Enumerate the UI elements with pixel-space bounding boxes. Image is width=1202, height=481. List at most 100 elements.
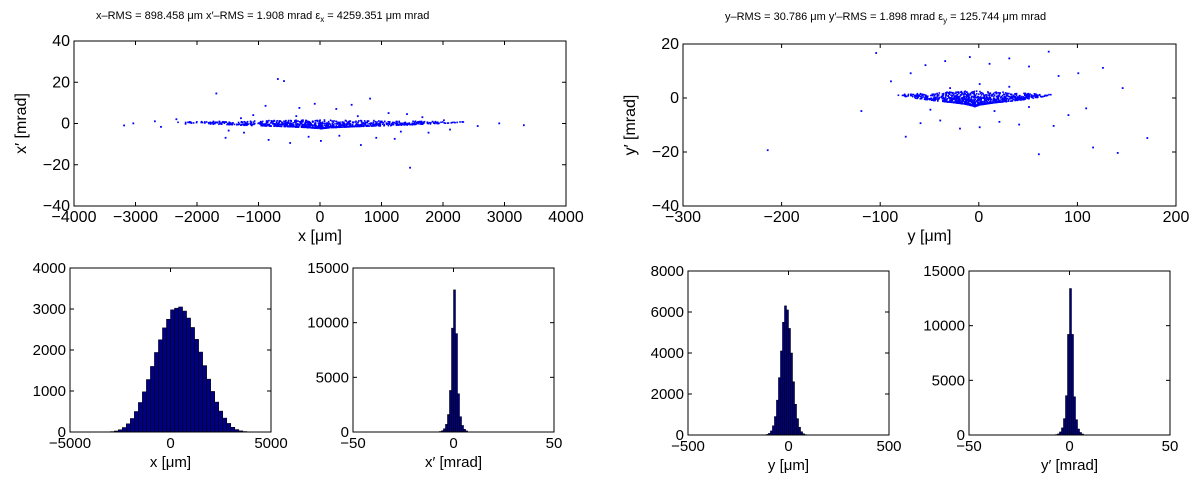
x-phase-space-core-point xyxy=(259,120,262,123)
y-phase-space-core-point xyxy=(973,102,975,105)
y-phase-space-core-point xyxy=(1010,97,1013,100)
x-histogram-bar xyxy=(138,402,143,433)
x-phase-space-core-point xyxy=(261,122,263,125)
x-phase-space-core-point xyxy=(372,124,375,126)
y-phase-space-core-point xyxy=(949,100,952,103)
y-phase-space-core-point xyxy=(951,95,953,98)
y-phase-space-core-point xyxy=(988,94,990,96)
y-phase-space-core-band xyxy=(897,90,1052,108)
y-phase-space-core-point xyxy=(1011,99,1014,102)
x-phase-space-core-point xyxy=(411,123,413,126)
x-histogram-bar xyxy=(186,317,191,433)
x-phase-space-point xyxy=(313,102,316,105)
y-histogram-xlabel: y [μm] xyxy=(768,457,809,474)
x-phase-space-core-point xyxy=(290,122,293,125)
y-phase-space-core-point xyxy=(925,96,927,99)
y-phase-space-ytick-label: −40 xyxy=(652,198,679,215)
y-phase-space-core-point xyxy=(987,97,990,99)
x-phase-space-core-point xyxy=(223,122,226,125)
x-phase-space-core-point xyxy=(349,120,351,122)
y-phase-space-xtick-label: 0 xyxy=(974,209,983,226)
y-phase-space-core-point xyxy=(1050,93,1052,96)
y-phase-space-core-point xyxy=(1032,97,1035,99)
x-histogram-bar xyxy=(226,423,232,433)
y-phase-space-core-point xyxy=(1016,96,1019,98)
y-phase-space-ylabel: y′ [mrad] xyxy=(622,95,639,156)
x-phase-space-core-point xyxy=(318,126,321,128)
y-phase-space-core-point xyxy=(991,95,993,97)
x-histogram-ytick-label: 3000 xyxy=(33,301,66,318)
x-phase-space-core-point xyxy=(225,121,227,123)
y-phase-space-core-point xyxy=(967,101,970,104)
y-phase-space-core-point xyxy=(978,96,981,99)
y-phase-space-core-point xyxy=(969,92,972,95)
y-phase-space-point xyxy=(1121,87,1124,89)
y-phase-space-core-point xyxy=(960,101,963,104)
y-phase-space-core-point xyxy=(930,97,932,100)
x-phase-space-core-point xyxy=(370,122,373,125)
x-phase-space-ytick-label: 0 xyxy=(61,116,70,133)
y-title-tail: = 125.744 μm mrad xyxy=(947,11,1047,23)
y-phase-space-xlabel: y [μm] xyxy=(908,228,952,245)
y-phase-space-core-point xyxy=(984,103,987,105)
y-phase-space-core-point xyxy=(1015,98,1017,101)
y-phase-space-core-point xyxy=(949,99,952,102)
x-phase-space-point xyxy=(267,138,270,141)
x-phase-space-core-point xyxy=(354,125,357,128)
x-phase-space-core-point xyxy=(319,123,322,125)
y-phase-space-core-point xyxy=(992,100,994,103)
y-phase-space-core-point xyxy=(965,97,967,100)
x-phase-space-core-point xyxy=(358,120,360,122)
x-phase-space-core-point xyxy=(332,123,334,126)
x-phase-space-core-point xyxy=(244,122,247,125)
x-phase-space-core-point xyxy=(305,124,307,127)
y-phase-space-core-point xyxy=(926,98,929,101)
x-phase-space-core-point xyxy=(324,122,326,125)
y-phase-space-core-point xyxy=(915,97,917,99)
y-phase-space-core-point xyxy=(1027,92,1030,95)
x-phase-space-core-point xyxy=(392,122,394,124)
x-phase-space-core-point xyxy=(423,120,426,123)
x-phase-space-point xyxy=(227,129,230,132)
y-phase-space-core-point xyxy=(975,92,978,95)
y-phase-space-core-point xyxy=(998,92,1001,94)
y-phase-space-core-point xyxy=(980,91,983,94)
y-phase-space-point xyxy=(929,108,932,111)
y-plot-title: y–RMS = 30.786 μm y′–RMS = 1.898 mrad εy… xyxy=(725,11,1046,25)
y-phase-space-core-point xyxy=(988,101,991,104)
x-phase-space-core-point xyxy=(329,123,331,126)
x-phase-space-core-point xyxy=(369,124,372,126)
y-phase-space-ytick-label: 0 xyxy=(670,90,679,107)
x-phase-space-core-point xyxy=(404,121,407,124)
x-phase-space-ytick-label: −40 xyxy=(43,198,70,215)
y-phase-space-core-point xyxy=(996,101,999,104)
y-phase-space-core-point xyxy=(913,95,916,97)
y-phase-space-core-point xyxy=(974,102,976,105)
y-phase-space-core-point xyxy=(1001,94,1004,97)
x-phase-space-core-point xyxy=(253,123,255,125)
y-phase-space-point xyxy=(766,149,769,152)
x-histogram-bar xyxy=(150,366,155,433)
x-phase-space-point xyxy=(175,118,178,121)
y-phase-space-core-point xyxy=(989,92,992,94)
y-phase-space-core-point xyxy=(914,96,916,99)
y-phase-space-core-point xyxy=(969,93,972,96)
x-phase-space-xtick-label: −3000 xyxy=(113,209,158,226)
x-phase-space-ylabel: x′ [mrad] xyxy=(13,93,30,154)
x-phase-space-core-point xyxy=(235,123,238,126)
x-phase-space-core-point xyxy=(321,122,324,125)
y-phase-space-core-point xyxy=(995,91,997,93)
x-phase-space-core-point xyxy=(413,123,415,125)
x-phase-space-core-point xyxy=(368,125,371,127)
y-histogram-xtick-label: 500 xyxy=(876,438,901,455)
x-phase-space-core-point xyxy=(419,123,421,125)
y-phase-space-core-point xyxy=(992,92,995,95)
y-phase-space-point xyxy=(1028,65,1030,68)
x-phase-space-core-point xyxy=(346,121,349,124)
y-phase-space-core-point xyxy=(919,98,922,100)
x-phase-space-core-point xyxy=(397,123,400,126)
y-phase-space-point xyxy=(968,56,971,58)
x-phase-space-core-point xyxy=(266,121,269,124)
y-phase-space-core-point xyxy=(931,93,934,96)
xp-histogram-bar xyxy=(447,414,450,433)
